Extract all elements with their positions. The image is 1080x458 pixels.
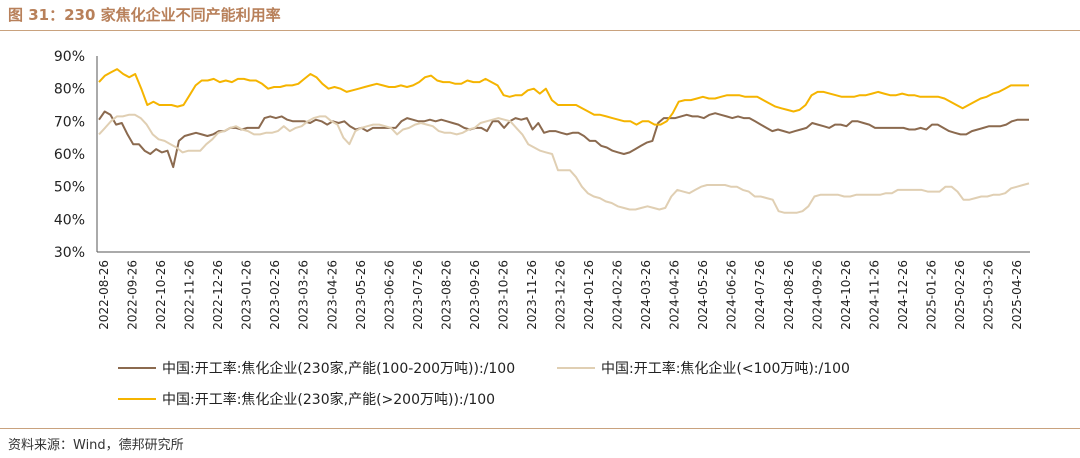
x-tick-label: 2022-10-26 (154, 260, 168, 330)
x-tick-label: 2023-05-26 (354, 260, 368, 330)
x-tick-label: 2023-06-26 (382, 260, 396, 330)
x-tick-label: 2023-01-26 (240, 260, 254, 330)
x-tick-label: 2022-09-26 (126, 260, 140, 330)
y-tick-label: 40% (54, 212, 85, 228)
x-tick-label: 2024-07-26 (753, 260, 767, 330)
x-tick-label: 2023-12-26 (554, 260, 568, 330)
x-tick-labels: 2022-08-26 2022-09-26 2022-10-26 2022-11-26… (97, 260, 1024, 330)
x-tick-label: 2023-09-26 (468, 260, 482, 330)
x-tick-label: 2023-08-26 (439, 260, 453, 330)
x-tick-label: 2024-06-26 (725, 260, 739, 330)
x-tick-label: 2024-09-26 (810, 260, 824, 330)
legend-label-1: 中国:开工率:焦化企业(230家,产能(100-200万吨)):/100 (162, 360, 515, 377)
x-tick-label: 2024-12-26 (896, 260, 910, 330)
chart-legend: 中国:开工率:焦化企业(230家,产能(100-200万吨)):/100 中国:开… (118, 360, 850, 408)
legend-label-3: 中国:开工率:焦化企业(230家,产能(>200万吨)):/100 (162, 391, 495, 408)
x-tick-label: 2025-04-26 (1010, 260, 1024, 330)
y-tick-label: 30% (54, 245, 85, 261)
x-tick-label: 2022-11-26 (183, 260, 197, 330)
series-line-1 (98, 110, 1029, 169)
chart-axes (96, 56, 1030, 253)
x-tick-label: 2024-03-26 (639, 260, 653, 330)
legend-label-2: 中国:开工率:焦化企业(<100万吨):/100 (601, 360, 850, 377)
footer-divider (0, 428, 1080, 429)
x-tick-label: 2022-08-26 (97, 260, 111, 330)
x-tick-label: 2024-04-26 (668, 260, 682, 330)
x-tick-label: 2023-07-26 (411, 260, 425, 330)
y-tick-label: 90% (54, 49, 85, 65)
x-tick-label: 2024-02-26 (611, 260, 625, 330)
x-tick-label: 2024-11-26 (867, 260, 881, 330)
y-tick-label: 50% (54, 180, 85, 196)
x-tick-label: 2025-03-26 (981, 260, 995, 330)
x-tick-label: 2024-05-26 (696, 260, 710, 330)
x-tick-label: 2022-12-26 (211, 260, 225, 330)
series-lines (98, 68, 1030, 214)
x-tick-label: 2024-08-26 (782, 260, 796, 330)
x-tick-label: 2024-10-26 (839, 260, 853, 330)
source-note: 资料来源：Wind，德邦研究所 (8, 438, 184, 453)
x-tick-label: 2023-11-26 (525, 260, 539, 330)
y-tick-labels: 30% 40% 50% 60% 70% 80% 90% (54, 49, 85, 261)
figure-title: 图 31：230 家焦化企业不同产能利用率 (8, 6, 281, 24)
x-tick-label: 2023-10-26 (496, 260, 510, 330)
x-tick-label: 2023-03-26 (297, 260, 311, 330)
y-tick-label: 80% (54, 82, 85, 98)
x-tick-label: 2024-01-26 (582, 260, 596, 330)
y-tick-label: 70% (54, 114, 85, 130)
x-tick-label: 2025-02-26 (953, 260, 967, 330)
title-divider (0, 30, 1080, 31)
x-tick-label: 2023-04-26 (325, 260, 339, 330)
series-line-3 (98, 68, 1029, 126)
x-tick-label: 2025-01-26 (924, 260, 938, 330)
y-tick-label: 60% (54, 147, 85, 163)
series-line-2 (98, 113, 1030, 214)
x-tick-label: 2023-02-26 (268, 260, 282, 330)
